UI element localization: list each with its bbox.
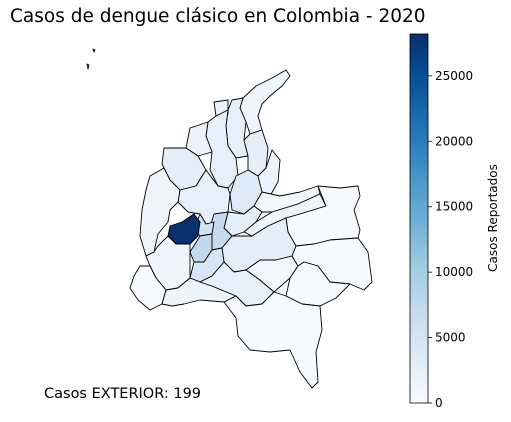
san-andres-island [92, 48, 96, 53]
region-narino [129, 265, 167, 311]
colorbar-label: Casos Reportados [486, 164, 500, 272]
colorbar-tick-label: 20000 [435, 134, 473, 148]
map-title: Casos de dengue clásico en Colombia - 20… [10, 6, 426, 27]
colorbar-gradient [409, 33, 429, 404]
colorbar-tick-label: 25000 [435, 69, 473, 83]
exterior-cases-note: Casos EXTERIOR: 199 [44, 386, 202, 402]
region-la-guajira [239, 69, 291, 135]
colorbar-tick-label: 15000 [435, 200, 473, 214]
colorbar-tick-label: 10000 [435, 265, 473, 279]
region-amazonas [223, 291, 323, 389]
region-choco [139, 167, 181, 257]
colorbar-tick-label: 0 [435, 396, 443, 410]
colorbar-ticks: 0 5000 10000 15000 20000 25000 [428, 69, 473, 410]
colorbar-tick-label: 5000 [435, 331, 466, 345]
providencia-island [86, 63, 90, 70]
